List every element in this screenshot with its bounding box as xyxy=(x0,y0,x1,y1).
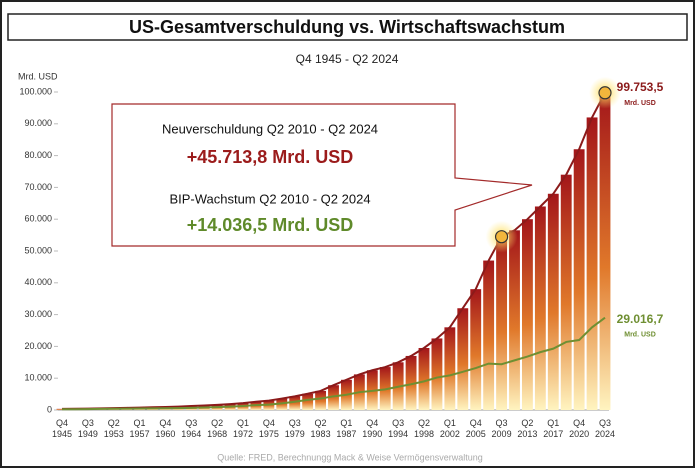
unit-label: Mrd. USD xyxy=(624,100,656,107)
annotation: BIP-Wachstum Q2 2010 - Q2 2024 xyxy=(169,191,370,206)
x-tick-label: Q3 2009 xyxy=(491,418,512,439)
bar xyxy=(418,347,430,410)
x-tick-label: Q3 1979 xyxy=(284,418,305,439)
x-tick-label: Q2 1968 xyxy=(207,418,228,439)
highlight-marker xyxy=(494,230,509,244)
x-tick-label: Q2 2013 xyxy=(517,418,538,439)
x-tick-label: Q1 1957 xyxy=(129,418,150,439)
x-tick-label: Q1 2002 xyxy=(439,418,460,439)
subtitle: Q4 1945 - Q2 2024 xyxy=(296,52,399,66)
x-tick-label: Q4 2020 xyxy=(569,418,590,439)
y-tick-label: 100.000 xyxy=(19,86,52,96)
bar xyxy=(444,327,456,410)
bar xyxy=(289,396,301,410)
y-tick-label: 70.000 xyxy=(24,182,52,192)
highlight-marker xyxy=(598,86,612,100)
y-axis-label: Mrd. USD xyxy=(18,71,58,81)
bar xyxy=(431,338,443,410)
unit-label: Mrd. USD xyxy=(624,332,656,339)
bar xyxy=(521,219,533,410)
y-tick-label: 30.000 xyxy=(24,309,52,319)
bar xyxy=(509,230,520,410)
x-tick-label: Q2 1998 xyxy=(413,418,435,439)
x-tick-label: Q2 1983 xyxy=(310,418,331,439)
x-tick-label: Q4 1960 xyxy=(155,418,176,439)
y-tick-label: 10.000 xyxy=(24,373,52,383)
x-tick-label: Q3 1964 xyxy=(181,418,202,439)
value-label: 99.753,5 xyxy=(617,80,664,94)
x-tick-label: Q4 1990 xyxy=(362,418,383,439)
bar xyxy=(470,289,482,410)
x-tick-label: Q1 1987 xyxy=(336,418,357,439)
x-tick-label: Q2 1953 xyxy=(103,418,124,439)
x-tick-label: Q3 1949 xyxy=(77,418,98,439)
y-tick-label: 20.000 xyxy=(24,341,52,351)
bar xyxy=(560,174,572,410)
line xyxy=(61,316,606,411)
y-tick-label: 0 xyxy=(47,404,52,414)
annotation: Neuverschuldung Q2 2010 - Q2 2024 xyxy=(162,121,378,136)
y-tick-label: 90.000 xyxy=(24,118,52,128)
x-tick-label: Q3 2024 xyxy=(594,418,616,439)
bar xyxy=(483,260,495,410)
title-box xyxy=(7,13,688,41)
bar xyxy=(599,92,611,410)
x-tick-label: Q1 1972 xyxy=(232,418,254,439)
bar xyxy=(547,193,559,410)
source: Quelle: FRED, Berechnungg Mack & Weise V… xyxy=(217,452,482,462)
bar xyxy=(496,236,508,410)
y-tick-label: 80.000 xyxy=(24,150,52,160)
bar xyxy=(405,355,417,410)
callout-box xyxy=(111,103,533,247)
annotation: +14.036,5 Mrd. USD xyxy=(187,215,354,235)
y-tick-label: 40.000 xyxy=(24,277,52,287)
annotation: +45.713,8 Mrd. USD xyxy=(187,147,354,167)
value-label: 29.016,7 xyxy=(617,312,664,326)
bar xyxy=(457,308,469,410)
x-tick-label: Q1 2017 xyxy=(543,418,564,439)
bar xyxy=(56,408,68,410)
y-tick-label: 60.000 xyxy=(24,214,52,224)
bar xyxy=(315,390,327,410)
x-tick-label: Q4 2005 xyxy=(465,418,486,439)
x-tick-label: Q4 1945 xyxy=(51,418,73,439)
bar xyxy=(586,117,598,410)
chart-title: US-Gesamtverschuldung vs. Wirtschaftswac… xyxy=(129,17,565,37)
bar xyxy=(534,206,546,410)
x-tick-label: Q3 1994 xyxy=(388,418,409,439)
bar xyxy=(328,385,339,410)
x-tick-label: Q4 1975 xyxy=(258,418,279,439)
bar xyxy=(302,393,314,410)
bar xyxy=(573,149,585,411)
y-tick-label: 50.000 xyxy=(24,245,52,255)
